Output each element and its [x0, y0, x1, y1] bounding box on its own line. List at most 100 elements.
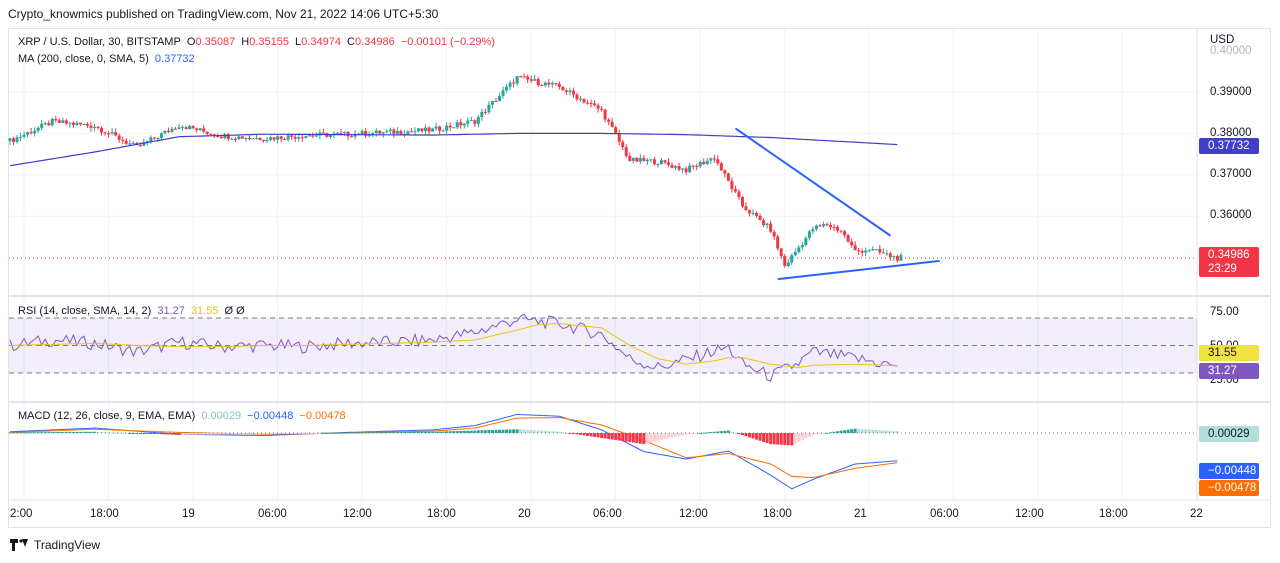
macd-hist-bar: [314, 433, 318, 434]
candle-body: [233, 138, 237, 140]
macd-hist-bar: [871, 429, 875, 433]
candle-body: [93, 126, 97, 128]
candle-body: [526, 76, 530, 80]
candle-body: [501, 90, 505, 96]
rsi-line: [9, 313, 898, 382]
candle-body: [350, 136, 354, 138]
high-label: H: [241, 36, 250, 48]
macd-hist-bar: [596, 433, 600, 438]
candle-body: [163, 130, 167, 134]
candle-body: [804, 237, 808, 246]
macd-hist-bar: [381, 432, 385, 434]
macd-hist-bar: [600, 433, 604, 438]
macd-hist-bar: [311, 433, 315, 434]
macd-hist-bar: [821, 433, 825, 434]
candle-body: [441, 130, 445, 132]
macd-hist-bar: [89, 431, 93, 433]
candle-body: [512, 82, 516, 84]
open-value: 0.35087: [195, 36, 236, 48]
macd-hist-bar: [663, 433, 667, 440]
macd-hist-bar: [416, 431, 420, 433]
candle-body: [487, 104, 491, 113]
candle-body: [621, 141, 625, 148]
candle-body: [276, 136, 280, 140]
candle-body: [571, 90, 575, 95]
macd-signal-tag: −0.00478: [1199, 480, 1259, 496]
macd-hist-bar: [895, 431, 899, 433]
candle-body: [638, 158, 642, 162]
candle-body: [124, 140, 128, 144]
candle-body: [557, 83, 561, 87]
macd-hist-bar: [487, 430, 491, 433]
macd-hist-bar: [674, 433, 678, 437]
open-label: O: [186, 36, 196, 48]
macd-hist-bar: [174, 433, 178, 435]
macd-hist-bar: [512, 429, 516, 433]
macd-hist-bar: [695, 433, 699, 434]
macd-hist-bar: [589, 433, 593, 437]
candle-body: [536, 79, 540, 86]
rsi-label: RSI (14, close, SMA, 14, 2): [18, 305, 152, 317]
candle-body: [258, 137, 262, 141]
candle-body: [293, 136, 297, 139]
time-tick: 18:00: [1099, 508, 1128, 520]
candle-body: [33, 130, 37, 134]
macd-hist-bar: [452, 431, 456, 433]
candle-body: [459, 122, 463, 126]
macd-hist-bar: [82, 431, 86, 433]
macd-hist-bar: [459, 430, 463, 433]
candle-body: [96, 126, 100, 128]
candle-body: [406, 131, 410, 135]
macd-hist-bar: [110, 432, 114, 434]
macd-hist-bar: [466, 430, 470, 433]
candle-body: [515, 76, 519, 84]
macd-hist-bar: [409, 431, 413, 433]
candle-body: [434, 126, 438, 129]
candle-body: [871, 249, 875, 251]
candle-body: [283, 138, 287, 140]
macd-hist-bar: [36, 432, 40, 434]
chart-frame[interactable]: [8, 28, 1271, 528]
macd-hist-bar: [78, 431, 82, 433]
candle-body: [652, 159, 656, 165]
candle-body: [198, 128, 202, 131]
macd-hist-bar: [388, 432, 392, 434]
macd-hist-bar: [793, 433, 797, 444]
candle-body: [867, 250, 871, 252]
time-tick: 06:00: [258, 508, 287, 520]
candle-body: [374, 130, 378, 134]
candle-body: [431, 128, 435, 132]
candle-body: [829, 225, 833, 227]
macd-hist-bar: [420, 431, 424, 433]
candle-body: [244, 137, 248, 139]
candle-body: [205, 131, 209, 134]
candle-body: [174, 128, 178, 130]
macd-hist-bar: [505, 429, 509, 433]
macd-hist-bar: [836, 431, 840, 433]
close-value: 0.34986: [354, 36, 395, 48]
macd-hist-bar: [230, 433, 234, 435]
macd-hist-bar: [617, 433, 621, 441]
macd-hist-value: 0.00029: [201, 410, 242, 422]
macd-hist-bar: [353, 432, 357, 434]
macd-hist-bar: [670, 433, 674, 438]
macd-hist-bar: [681, 433, 685, 436]
macd-hist-bar: [237, 433, 241, 435]
candle-body: [251, 138, 255, 140]
macd-hist-bar: [121, 432, 125, 434]
time-tick: 12:00: [1015, 508, 1044, 520]
macd-hist-bar: [656, 433, 660, 441]
macd-hist-bar: [96, 431, 100, 433]
macd-hist-bar: [434, 431, 438, 433]
candle-body: [730, 180, 734, 190]
candle-body: [769, 223, 773, 232]
macd-hist-bar: [730, 431, 734, 433]
macd-hist-bar: [667, 433, 671, 439]
macd-hist-bar: [885, 430, 889, 433]
candle-body: [659, 160, 663, 164]
candle-body: [786, 262, 790, 266]
macd-hist-bar: [269, 433, 273, 435]
candle-body: [420, 128, 424, 132]
candle-body: [765, 223, 769, 226]
